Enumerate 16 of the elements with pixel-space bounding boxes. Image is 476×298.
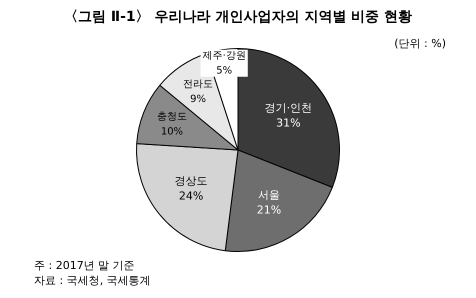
slice-label: 서울 xyxy=(258,188,280,202)
slice-label: 경상도 xyxy=(174,174,208,188)
data-label: 9% xyxy=(190,94,206,105)
text: 자료 : 국세청, 국세통계 xyxy=(34,273,151,288)
slice-label: 경기·인천 xyxy=(264,102,312,115)
data-label: 31% xyxy=(276,116,301,130)
slice-label: 충청도 xyxy=(156,111,187,122)
text: (단위 : %) xyxy=(394,36,446,51)
slice-label: 전라도 xyxy=(183,78,214,90)
chart-title: 〈그림 Ⅱ-1〉 우리나라 개인사업자의 지역별 비중 현황 xyxy=(62,8,414,26)
data-label: 10% xyxy=(160,126,184,138)
data-label: 24% xyxy=(178,190,204,203)
text: 주 : 2017년 말 기준 xyxy=(34,258,136,273)
data-label: 21% xyxy=(256,203,282,216)
data-label: 5% xyxy=(216,65,232,76)
slice-label: 제주·강원 xyxy=(202,50,246,62)
